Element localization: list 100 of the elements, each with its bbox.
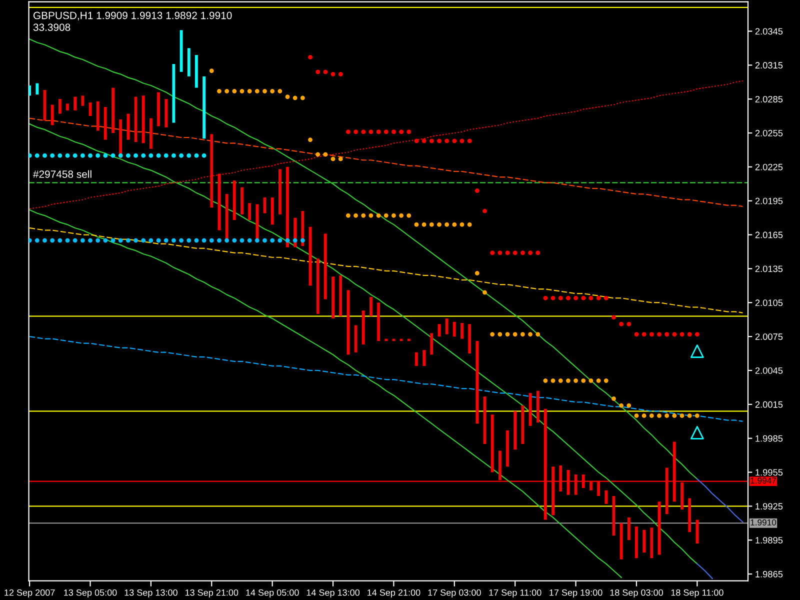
bar [377, 302, 380, 342]
x-tick-label: 17 Sep 19:00 [550, 589, 602, 598]
point [156, 153, 161, 158]
x-tick-label: 18 Sep 03:00 [610, 589, 663, 598]
line-series [29, 209, 622, 578]
point [118, 153, 123, 158]
point [141, 238, 146, 243]
bar [604, 490, 608, 504]
point [172, 238, 176, 243]
y-tick-label: 2.0105 [755, 300, 783, 306]
bar [96, 101, 100, 131]
point [444, 138, 450, 144]
bar [696, 520, 699, 544]
point [217, 238, 222, 243]
point [80, 153, 85, 158]
point [460, 138, 464, 144]
point [270, 238, 275, 243]
bar [240, 187, 244, 214]
point [103, 238, 108, 243]
bar [362, 310, 365, 344]
point [134, 153, 138, 158]
point [406, 130, 412, 134]
x-tick-label: 17 Sep 11:00 [489, 589, 542, 598]
point [664, 332, 670, 336]
bar [635, 526, 638, 558]
x-tick-label: 17 Sep 03:00 [428, 589, 481, 598]
bar [506, 430, 509, 467]
bar [407, 338, 410, 342]
ref-line-label: #297458 sell [33, 170, 92, 178]
bar [452, 322, 456, 337]
point [687, 332, 692, 336]
point [194, 238, 199, 243]
point [498, 250, 502, 256]
bar [642, 530, 646, 553]
text: GBPUSD,H1 1.9909 1.9913 1.9892 1.9910 [33, 12, 232, 20]
point [42, 153, 47, 158]
point [186, 153, 192, 158]
bar [232, 180, 236, 220]
bar [521, 406, 524, 444]
x-tick-label: 14 Sep 05:00 [246, 589, 299, 598]
point [88, 238, 92, 243]
point [72, 153, 78, 158]
x-tick-label: 13 Sep 21:00 [185, 589, 238, 598]
point [574, 296, 578, 300]
line-series [29, 336, 744, 422]
point [148, 238, 154, 243]
point [254, 238, 260, 243]
point [278, 238, 282, 243]
point [96, 238, 100, 243]
point [58, 238, 62, 243]
point [110, 238, 116, 243]
ref-line-label: 1.9910 [750, 519, 776, 526]
y-tick-label: 1.9925 [756, 503, 783, 510]
bar [36, 83, 39, 95]
y-tick-label: 2.0255 [755, 130, 783, 136]
bar [248, 203, 252, 220]
point [612, 315, 616, 320]
y-tick-label: 2.0285 [755, 96, 783, 102]
bar [104, 106, 107, 140]
bar [468, 324, 472, 354]
bar [415, 352, 418, 366]
point [156, 238, 161, 243]
bar [490, 414, 494, 472]
bar [514, 411, 517, 450]
bar [256, 204, 259, 240]
bar [157, 92, 160, 126]
y-tick-label: 2.0225 [755, 164, 783, 170]
point [520, 250, 525, 256]
point [392, 130, 396, 134]
bar [476, 341, 479, 424]
x-tick-label: 14 Sep 13:00 [306, 589, 360, 598]
bar [50, 104, 54, 126]
point [543, 296, 548, 300]
point [338, 72, 343, 76]
bar [430, 333, 434, 355]
point [368, 130, 374, 134]
bar [370, 296, 372, 316]
point [422, 138, 426, 144]
point [34, 238, 40, 243]
ref-line-label: 1.9947 [750, 478, 776, 484]
bar [650, 528, 654, 558]
point [50, 153, 55, 158]
bar [187, 48, 190, 76]
bar [66, 104, 69, 110]
bar [688, 498, 692, 532]
bar [164, 99, 168, 128]
bar [81, 96, 84, 106]
bar [74, 96, 77, 110]
point [202, 238, 206, 243]
point [126, 153, 130, 158]
bar [384, 338, 388, 342]
point [209, 238, 214, 243]
y-tick-label: 1.9865 [756, 570, 783, 578]
point [690, 426, 704, 440]
point [134, 238, 138, 243]
bar [278, 169, 282, 214]
point [482, 208, 487, 214]
point [88, 153, 92, 158]
point [672, 332, 677, 336]
y-tick-label: 2.0315 [755, 62, 783, 69]
